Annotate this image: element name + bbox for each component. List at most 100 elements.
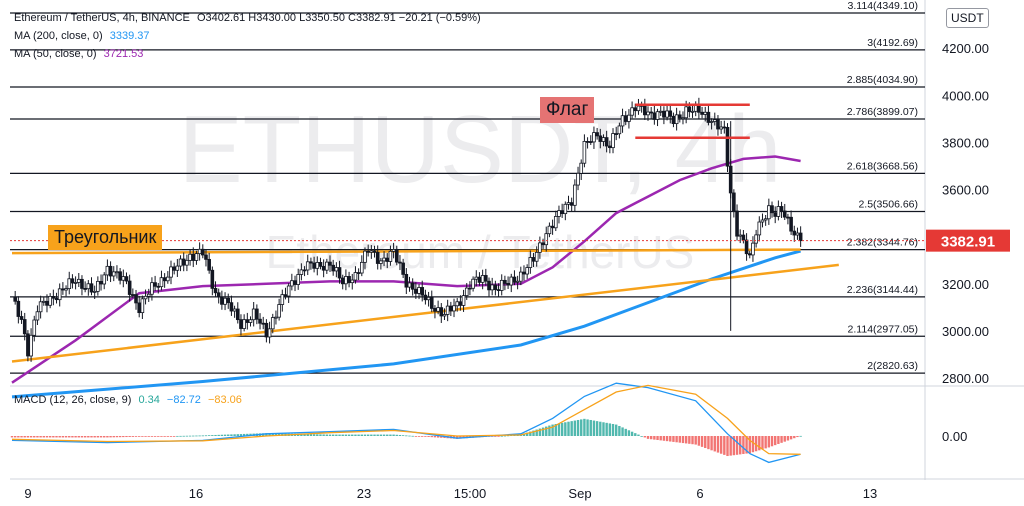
macd-histogram-bar <box>138 436 141 437</box>
currency-badge[interactable]: USDT <box>946 8 989 28</box>
macd-histogram-bar <box>188 435 192 437</box>
macd-histogram-bar <box>376 434 379 436</box>
macd-histogram-bar <box>153 436 157 437</box>
macd-histogram-bar <box>637 434 640 436</box>
candle-up <box>519 271 523 282</box>
x-tick-label: 13 <box>863 486 877 501</box>
macd-histogram-bar <box>227 434 230 436</box>
candle-down <box>398 261 402 264</box>
macd-histogram-bar <box>134 436 138 437</box>
candle-up <box>566 202 571 205</box>
candle-up <box>185 259 189 266</box>
candle-down <box>239 319 243 329</box>
candle-down <box>779 206 784 212</box>
candle-up <box>464 287 469 297</box>
macd-histogram-bar <box>503 435 507 437</box>
candle-up <box>290 280 294 287</box>
macd-histogram-bar <box>150 436 154 437</box>
macd-histogram-bar <box>529 431 532 436</box>
triangle-upper-line <box>11 248 801 255</box>
candle-up <box>763 218 768 221</box>
candle-down <box>153 282 157 287</box>
candle-down <box>770 205 774 214</box>
macd-histogram-bar <box>182 435 185 437</box>
candle-up <box>767 205 771 220</box>
candle-down <box>633 107 638 112</box>
macd-histogram-bar <box>147 436 150 437</box>
macd-histogram-bar <box>96 436 100 438</box>
macd-histogram-bar <box>656 436 659 441</box>
candle-down <box>372 250 377 253</box>
macd-histogram-bar <box>125 436 128 438</box>
macd-histogram-bar <box>758 436 761 451</box>
fib-level-label: 2.236(3144.44) <box>847 284 918 296</box>
candle-up <box>709 121 714 123</box>
candle-down <box>131 294 135 296</box>
candle-down <box>321 265 326 271</box>
candle-up <box>42 300 46 303</box>
macd-histogram-bar <box>589 419 592 436</box>
candle-down <box>302 269 307 272</box>
candle-down <box>220 296 224 305</box>
candle-up <box>67 278 72 290</box>
candle-down <box>156 285 161 288</box>
candle-up <box>620 115 625 127</box>
candle-down <box>309 261 313 264</box>
macd-histogram-bar <box>678 436 681 443</box>
candle-up <box>73 282 78 284</box>
candle-down <box>410 282 415 290</box>
candle-down <box>722 126 727 129</box>
macd-histogram-bar <box>586 419 589 436</box>
candle-up <box>592 132 596 143</box>
macd-histogram-bar <box>29 436 33 438</box>
macd-hist-value: 0.34 <box>138 394 160 406</box>
macd-histogram-bar <box>611 423 615 436</box>
macd-histogram-bar <box>198 435 201 437</box>
candle-down <box>608 145 612 149</box>
macd-histogram-bar <box>681 436 685 444</box>
candle-down <box>375 251 380 264</box>
candle-down <box>541 242 545 246</box>
candle-down <box>80 278 84 289</box>
candle-down <box>623 115 628 122</box>
macd-histogram-bar <box>33 436 36 438</box>
macd-histogram-bar <box>430 436 433 438</box>
macd-histogram-bar <box>417 436 421 437</box>
candle-up <box>232 308 237 312</box>
macd-histogram-bar <box>10 436 14 438</box>
candle-up <box>719 126 723 130</box>
macd-histogram-bar <box>754 436 758 452</box>
candle-down <box>172 266 176 271</box>
candle-up <box>547 225 552 235</box>
macd-histogram-bar <box>595 421 599 436</box>
candle-down <box>331 264 335 272</box>
candle-up <box>299 269 304 275</box>
candle-down <box>191 253 196 261</box>
macd-histogram-bar <box>268 433 271 436</box>
macd-histogram-bar <box>80 436 84 438</box>
macd-histogram-bar <box>122 436 125 438</box>
macd-histogram-bar <box>309 434 313 436</box>
macd-histogram-bar <box>500 435 503 437</box>
macd-histogram-bar <box>166 436 170 437</box>
macd-histogram-bar <box>799 435 802 437</box>
candle-down <box>264 322 269 338</box>
macd-histogram-bar <box>780 436 783 443</box>
macd-histogram-bar <box>392 434 395 436</box>
candle-up <box>776 206 781 217</box>
candle-down <box>229 302 234 312</box>
macd-histogram-bar <box>242 433 246 436</box>
macd-histogram-bar <box>675 436 678 443</box>
macd-histogram-bar <box>341 434 344 436</box>
candle-up <box>369 250 374 253</box>
macd-histogram-bar <box>217 434 220 436</box>
macd-histogram-bar <box>557 423 561 436</box>
macd-legend: MACD (12, 26, close, 9) 0.34 −82.72 −83.… <box>14 394 246 406</box>
macd-histogram-bar <box>436 436 440 438</box>
candle-down <box>487 280 491 291</box>
macd-histogram-bar <box>599 421 602 436</box>
symbol-name: Ethereum / TetherUS, 4h, BINANCE <box>14 12 190 24</box>
candle-up <box>490 284 494 291</box>
macd-histogram-bar <box>567 421 570 436</box>
